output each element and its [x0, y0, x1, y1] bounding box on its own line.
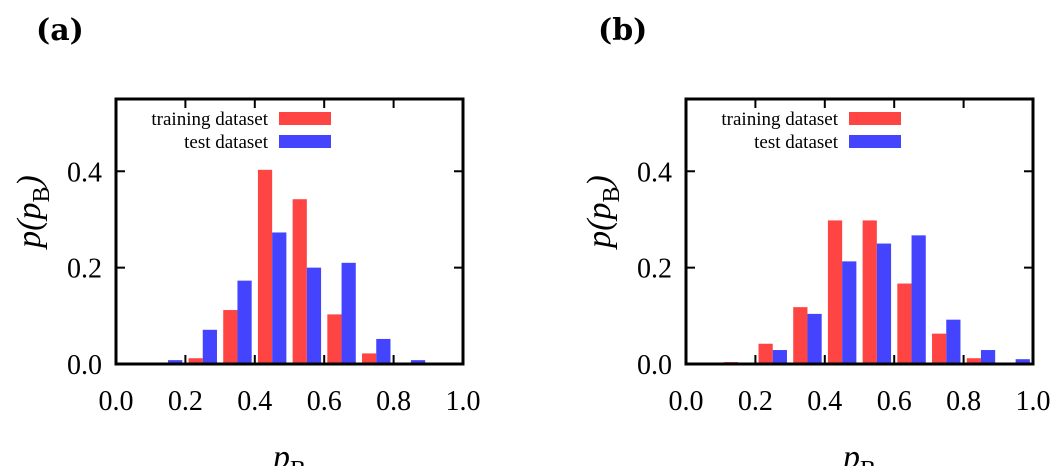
legend-swatch — [849, 112, 901, 125]
bar-training — [362, 353, 377, 364]
x-tick-label: 0.0 — [669, 386, 704, 417]
bar-training — [257, 169, 273, 364]
panel-label: (b) — [598, 13, 647, 48]
bar-test — [341, 262, 356, 364]
bar-training — [188, 358, 203, 364]
bar-training — [897, 283, 912, 364]
bar-test — [946, 319, 961, 364]
y-axis-label-main: p(p — [11, 203, 48, 250]
bar-training — [862, 220, 877, 364]
x-tick-label: 0.2 — [168, 386, 203, 417]
y-axis-label-main: p(p — [581, 203, 618, 250]
panel-b: (b)0.00.20.40.60.81.00.00.20.4pBp(pB)tra… — [581, 13, 1051, 466]
y-axis-label-close: ) — [581, 175, 618, 188]
y-axis-label-subscript: B — [29, 186, 55, 202]
x-tick-label: 0.6 — [877, 386, 912, 417]
y-axis-label-subscript: B — [599, 186, 625, 202]
y-axis-label-close: ) — [11, 175, 48, 188]
bar-test — [306, 267, 322, 364]
panel-a: (a)0.00.20.40.60.81.00.00.20.4pBp(pB)tra… — [11, 13, 481, 466]
bar-training — [223, 310, 238, 364]
x-axis-label: pB — [841, 439, 876, 466]
y-tick-label: 0.0 — [637, 350, 672, 381]
bar-test — [772, 350, 787, 364]
x-tick-label: 0.2 — [738, 386, 773, 417]
legend-label: training dataset — [721, 109, 838, 130]
x-tick-label: 1.0 — [1016, 386, 1051, 417]
bar-test — [410, 360, 426, 364]
y-tick-label: 0.2 — [637, 254, 672, 285]
x-tick-label: 0.0 — [99, 386, 134, 417]
y-tick-label: 0.4 — [67, 157, 102, 188]
y-tick-label: 0.4 — [637, 157, 672, 188]
x-tick-label: 1.0 — [446, 386, 481, 417]
bar-test — [272, 232, 287, 364]
bar-training — [793, 307, 808, 364]
x-tick-label: 0.8 — [946, 386, 981, 417]
x-tick-label: 0.8 — [376, 386, 411, 417]
plot-frame — [684, 97, 1035, 366]
x-tick-label: 0.6 — [307, 386, 342, 417]
bar-test — [980, 350, 996, 364]
legend-label: training dataset — [151, 109, 268, 130]
x-axis-label-main: p — [841, 439, 860, 466]
y-tick-label: 0.2 — [67, 254, 102, 285]
bar-training — [327, 314, 342, 364]
bar-training — [932, 333, 947, 364]
x-axis-label-subscript: B — [860, 457, 876, 466]
bar-test — [1015, 359, 1030, 364]
bar-test — [168, 360, 183, 364]
bar-training — [966, 358, 981, 364]
bar-test — [911, 235, 926, 364]
x-tick-label: 0.4 — [237, 386, 272, 417]
x-axis-label-main: p — [271, 439, 290, 466]
bar-test — [237, 280, 252, 364]
legend-label: test dataset — [184, 132, 269, 153]
y-axis-label: p(pB) — [11, 175, 55, 250]
bar-test — [376, 338, 391, 364]
bar-test — [842, 261, 857, 364]
bar-training — [758, 343, 773, 364]
plot-frame — [114, 97, 465, 366]
bar-training — [827, 220, 843, 364]
x-axis-label-subscript: B — [290, 457, 306, 466]
bar-test — [202, 329, 217, 364]
bar-training — [292, 199, 307, 364]
y-tick-label: 0.0 — [67, 350, 102, 381]
x-axis-label: pB — [271, 439, 306, 466]
x-tick-label: 0.4 — [807, 386, 842, 417]
legend-swatch — [279, 135, 331, 148]
legend-label: test dataset — [754, 132, 839, 153]
legend-swatch — [279, 112, 331, 125]
bar-test — [876, 243, 892, 364]
panel-label: (a) — [36, 13, 84, 48]
y-axis-label: p(pB) — [581, 175, 625, 250]
bar-test — [807, 313, 822, 364]
legend-swatch — [849, 135, 901, 148]
